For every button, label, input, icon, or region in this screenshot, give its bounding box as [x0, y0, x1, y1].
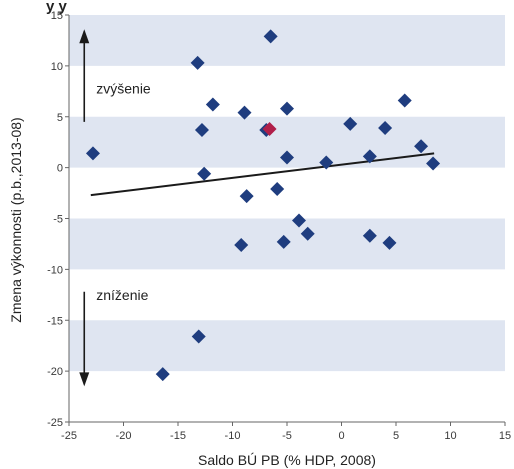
y-tick-label: -10 — [47, 264, 63, 276]
data-point — [382, 235, 397, 250]
y-tick-label: 15 — [51, 10, 63, 22]
data-point — [197, 166, 212, 181]
x-tick-label: 5 — [393, 430, 399, 442]
x-axis-title: Saldo BÚ PB (% HDP, 2008) — [198, 452, 376, 468]
annotation-1: zníženie — [96, 287, 148, 303]
data-point — [239, 189, 254, 204]
data-point — [205, 97, 220, 112]
direction-arrows — [79, 29, 90, 387]
data-points — [85, 29, 441, 382]
arrow-up-head — [79, 29, 90, 44]
data-point — [234, 237, 249, 252]
annotations: zvýšenie zníženie — [96, 80, 151, 303]
chart-header-fragment: y y — [46, 0, 68, 15]
highlight-point — [262, 121, 277, 136]
data-point — [291, 213, 306, 228]
data-point — [155, 367, 170, 382]
data-point — [237, 105, 252, 120]
data-point — [280, 150, 294, 165]
data-point — [270, 181, 285, 196]
y-tick-label: -25 — [47, 417, 63, 429]
data-point — [319, 155, 334, 170]
band-3 — [69, 320, 505, 372]
trendline — [90, 152, 435, 197]
data-point — [191, 329, 206, 344]
band-0 — [69, 15, 505, 66]
tick-labels: -25 -20 -15 -10 -5 0 5 10 15 -25 -20 -15 -10 -5 0 5 10 15 — [47, 10, 511, 442]
x-tick-label: -25 — [61, 430, 77, 442]
x-tick-label: -15 — [170, 430, 186, 442]
y-tick-label: 0 — [57, 163, 63, 175]
x-tick-label: -5 — [282, 430, 292, 442]
data-point — [190, 55, 205, 70]
data-point — [276, 234, 291, 249]
x-tick-label: -10 — [225, 430, 241, 442]
data-point — [426, 156, 441, 171]
data-point — [263, 29, 278, 44]
x-tick-label: 15 — [499, 430, 511, 442]
y-tick-label: 5 — [57, 112, 63, 124]
y-tick-label: -5 — [53, 214, 63, 226]
arrow-down-head — [79, 372, 90, 387]
y-tick-label: -20 — [47, 366, 63, 378]
data-point — [300, 226, 315, 241]
x-tick-label: -20 — [116, 430, 132, 442]
data-point — [362, 149, 377, 164]
data-point — [85, 146, 100, 161]
data-point — [414, 139, 429, 154]
data-point — [194, 122, 209, 137]
background-bands — [69, 15, 505, 372]
x-tick-label: 0 — [338, 430, 344, 442]
data-point — [280, 101, 294, 116]
trendline-group — [90, 152, 435, 197]
data-point — [343, 116, 358, 131]
x-tick-label: 10 — [444, 430, 456, 442]
y-tick-label: 10 — [51, 61, 63, 73]
data-point — [362, 228, 377, 243]
y-tick-label: -15 — [47, 315, 63, 327]
annotation-0: zvýšenie — [96, 80, 151, 96]
data-point — [397, 93, 412, 108]
data-point — [378, 120, 393, 135]
y-axis-title: Zmena výkonnosti (p.b.,2013-08) — [8, 117, 24, 322]
